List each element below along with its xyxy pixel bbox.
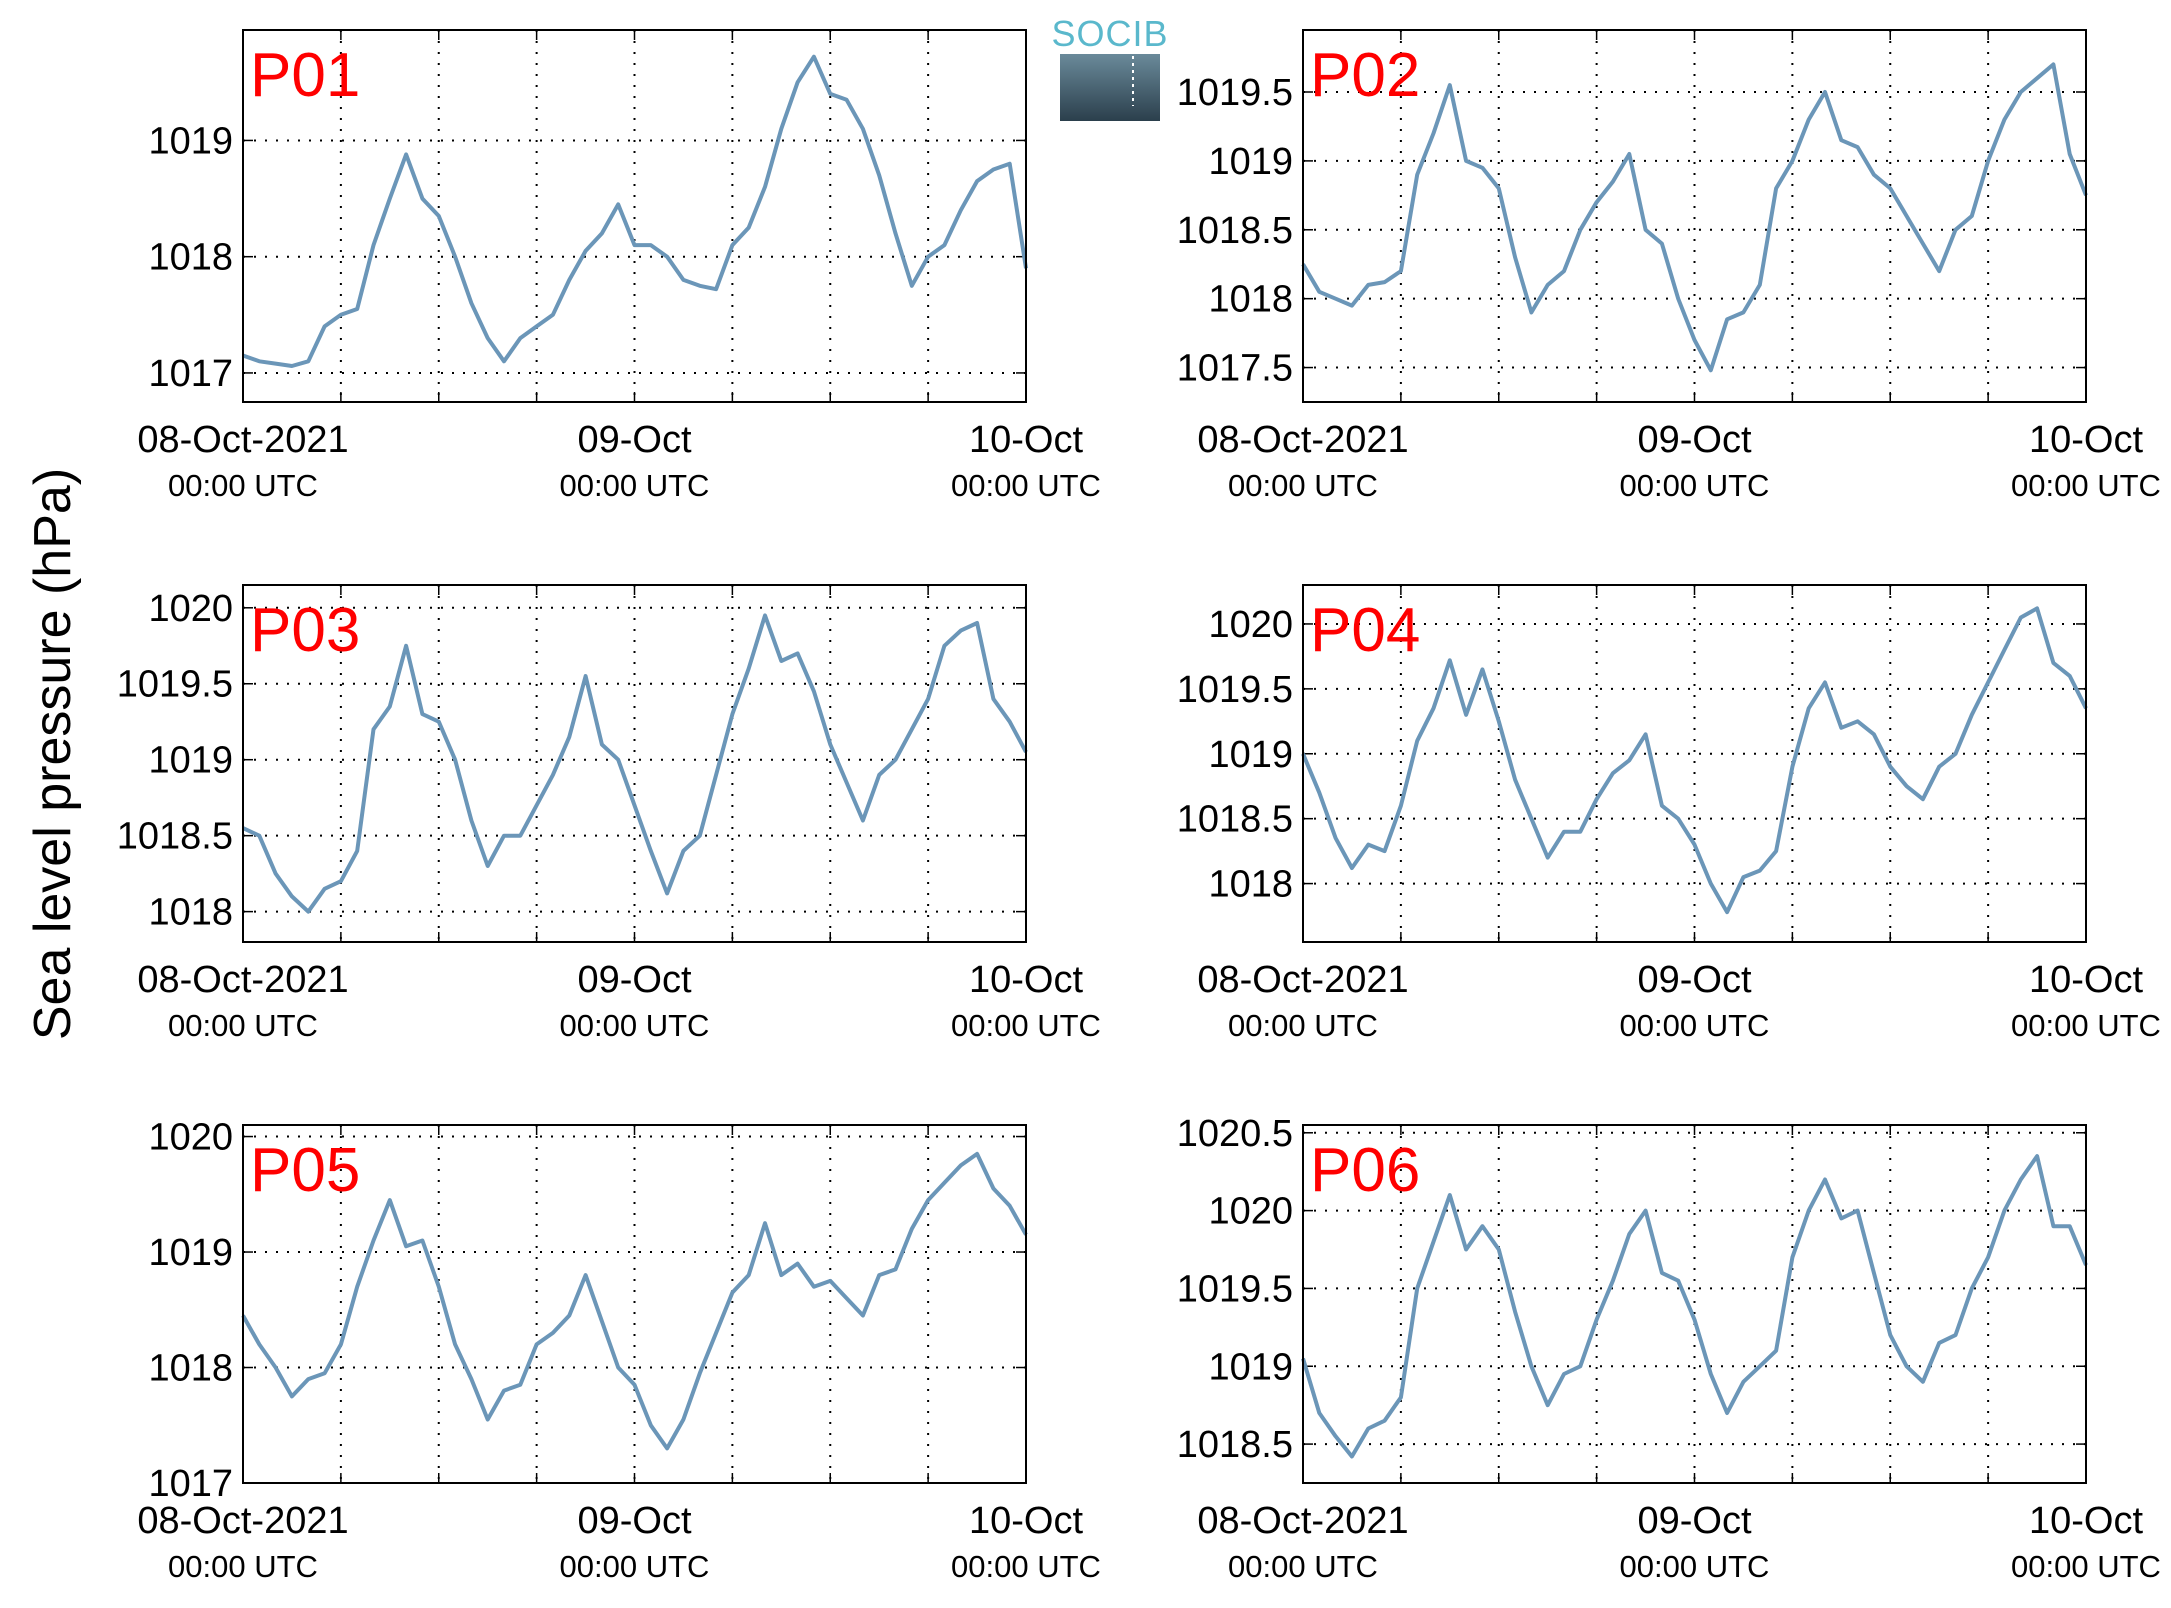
- axes-frame: [1302, 1124, 2087, 1484]
- x-tick-sublabel: 00:00 UTC: [951, 1008, 1101, 1043]
- y-tick-label: 1020: [148, 588, 233, 630]
- x-tick-label: 08-Oct-2021: [1197, 419, 1408, 461]
- y-tick-label: 1018.5: [1177, 1424, 1293, 1466]
- series-line: [1301, 62, 2088, 373]
- y-tick-label: 1018.5: [117, 816, 233, 858]
- logo-text: SOCIB: [1051, 13, 1168, 54]
- x-tick-label: 08-Oct-2021: [137, 419, 348, 461]
- series-line: [1301, 1154, 2088, 1459]
- y-tick-label: 1020: [1208, 1191, 1293, 1233]
- y-tick-label: 1017: [148, 353, 233, 395]
- x-tick-sublabel: 00:00 UTC: [168, 1549, 318, 1584]
- panel-label: P04: [1310, 596, 1420, 665]
- x-tick-label: 09-Oct: [577, 959, 691, 1001]
- x-tick-sublabel: 00:00 UTC: [168, 468, 318, 503]
- axes-frame: [1302, 29, 2087, 403]
- x-tick-label: 10-Oct: [2029, 1500, 2143, 1542]
- y-tick-label: 1019.5: [1177, 1268, 1293, 1310]
- y-tick-label: 1017: [148, 1463, 233, 1505]
- x-tick-label: 09-Oct: [1637, 1500, 1751, 1542]
- y-tick-label: 1019: [148, 1232, 233, 1274]
- axes-frame: [242, 1124, 1027, 1484]
- x-tick-label: 08-Oct-2021: [137, 1500, 348, 1542]
- x-tick-sublabel: 00:00 UTC: [2011, 468, 2161, 503]
- x-tick-sublabel: 00:00 UTC: [560, 1549, 710, 1584]
- y-tick-label: 1018: [148, 892, 233, 934]
- panel-p01: 1017 1018 1019 P01 08-Oct-2021 00:00 UTC 09-Oc…: [137, 29, 1101, 503]
- y-tick-label: 1019: [1208, 1346, 1293, 1388]
- y-tick-label: 1019.5: [1177, 669, 1293, 711]
- x-tick-label: 10-Oct: [969, 959, 1083, 1001]
- y-tick-label: 1019: [148, 740, 233, 782]
- x-tick-label: 09-Oct: [1637, 419, 1751, 461]
- logo-block: [1060, 54, 1160, 121]
- axes-frame: [242, 584, 1027, 943]
- panel-p03: 1018 1018.5 1019 1019.5 1020 P03 08-Oct-2021 00…: [117, 584, 1101, 1043]
- x-tick-sublabel: 00:00 UTC: [2011, 1549, 2161, 1584]
- series-line: [241, 1151, 1028, 1451]
- series-line: [242, 613, 1028, 914]
- panel-label: P02: [1310, 41, 1420, 110]
- x-tick-label: 10-Oct: [969, 419, 1083, 461]
- panel-p06: 1018.5 1019 1019.5 1020 1020.5 P06 08-Oct-2021…: [1177, 1113, 2161, 1584]
- x-tick-label: 08-Oct-2021: [137, 959, 348, 1001]
- y-tick-label: 1018: [148, 237, 233, 279]
- x-tick-sublabel: 00:00 UTC: [1228, 468, 1378, 503]
- axes-frame: [242, 29, 1027, 403]
- x-tick-sublabel: 00:00 UTC: [1228, 1008, 1378, 1043]
- x-tick-sublabel: 00:00 UTC: [560, 468, 710, 503]
- y-tick-label: 1018: [148, 1348, 233, 1390]
- y-tick-label: 1020.5: [1177, 1113, 1293, 1155]
- panel-label: P05: [250, 1136, 360, 1205]
- y-tick-label: 1018.5: [1177, 210, 1293, 252]
- x-tick-label: 09-Oct: [1637, 959, 1751, 1001]
- x-tick-sublabel: 00:00 UTC: [168, 1008, 318, 1043]
- x-tick-sublabel: 00:00 UTC: [951, 1549, 1101, 1584]
- panel-label: P06: [1310, 1136, 1420, 1205]
- socib-logo: SOCIB: [1051, 13, 1168, 121]
- x-tick-sublabel: 00:00 UTC: [1620, 468, 1770, 503]
- x-tick-label: 10-Oct: [2029, 959, 2143, 1001]
- y-tick-label: 1020: [148, 1117, 233, 1159]
- x-tick-sublabel: 00:00 UTC: [1620, 1008, 1770, 1043]
- y-tick-label: 1018: [1208, 864, 1293, 906]
- y-tick-label: 1018.5: [1177, 799, 1293, 841]
- panel-p04: 1018 1018.5 1019 1019.5 1020 P04 08-Oct-2021 00…: [1177, 584, 2161, 1043]
- x-tick-sublabel: 00:00 UTC: [951, 468, 1101, 503]
- x-tick-sublabel: 00:00 UTC: [560, 1008, 710, 1043]
- y-tick-label: 1019: [1208, 141, 1293, 183]
- x-tick-label: 08-Oct-2021: [1197, 1500, 1408, 1542]
- y-tick-label: 1017.5: [1177, 348, 1293, 390]
- x-tick-label: 09-Oct: [577, 419, 691, 461]
- x-tick-label: 09-Oct: [577, 1500, 691, 1542]
- panel-p05: 1017 1018 1019 1020 P05 08-Oct-2021 00:00 UTC 0…: [137, 1117, 1101, 1584]
- series-line: [1301, 606, 2088, 915]
- x-tick-sublabel: 00:00 UTC: [1228, 1549, 1378, 1584]
- x-tick-label: 08-Oct-2021: [1197, 959, 1408, 1001]
- y-tick-label: 1019: [1208, 734, 1293, 776]
- y-tick-label: 1019: [148, 120, 233, 162]
- axes-frame: [1302, 584, 2087, 943]
- x-tick-label: 10-Oct: [2029, 419, 2143, 461]
- panels-container: 1017 1018 1019 P01 08-Oct-2021 00:00 UTC 09-Oc…: [117, 29, 2161, 1584]
- series-line: [242, 54, 1028, 368]
- panel-label: P01: [250, 41, 360, 110]
- x-tick-sublabel: 00:00 UTC: [2011, 1008, 2161, 1043]
- x-tick-label: 10-Oct: [969, 1500, 1083, 1542]
- y-tick-label: 1019.5: [1177, 72, 1293, 114]
- panel-label: P03: [250, 596, 360, 665]
- y-tick-label: 1019.5: [117, 664, 233, 706]
- y-tick-label: 1018: [1208, 279, 1293, 321]
- x-tick-sublabel: 00:00 UTC: [1620, 1549, 1770, 1584]
- panel-p02: 1017.5 1018 1018.5 1019 1019.5 P02 08-Oct-2021…: [1177, 29, 2161, 503]
- y-tick-label: 1020: [1208, 604, 1293, 646]
- y-axis-label: Sea level pressure (hPa): [24, 468, 82, 1040]
